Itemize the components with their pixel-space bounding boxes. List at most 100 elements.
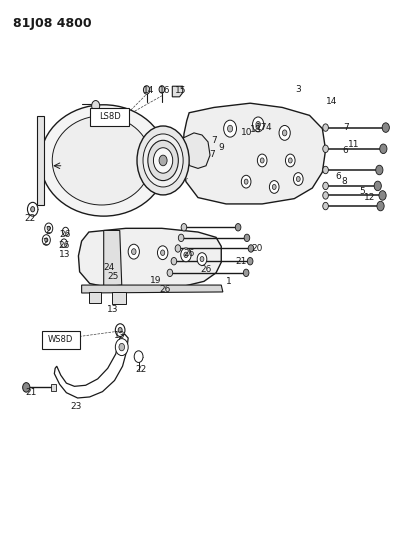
Circle shape xyxy=(92,101,100,111)
Text: 1: 1 xyxy=(226,277,232,286)
Circle shape xyxy=(132,249,136,255)
Circle shape xyxy=(323,182,328,190)
Circle shape xyxy=(288,158,292,163)
Circle shape xyxy=(323,145,328,152)
Text: 22: 22 xyxy=(135,365,147,374)
Circle shape xyxy=(269,181,279,193)
Circle shape xyxy=(31,207,35,212)
Circle shape xyxy=(143,86,150,94)
Text: 9: 9 xyxy=(219,143,224,152)
Circle shape xyxy=(128,244,139,259)
Circle shape xyxy=(45,223,53,233)
Circle shape xyxy=(27,203,38,216)
Text: 15: 15 xyxy=(175,86,186,95)
Text: 5: 5 xyxy=(360,187,365,196)
Text: 13: 13 xyxy=(114,331,126,340)
Circle shape xyxy=(323,192,328,199)
Text: 23: 23 xyxy=(70,402,81,411)
Polygon shape xyxy=(37,116,44,205)
Text: 14: 14 xyxy=(143,86,155,95)
Circle shape xyxy=(279,125,290,140)
Polygon shape xyxy=(89,292,101,303)
Bar xyxy=(51,384,56,391)
Text: 2: 2 xyxy=(43,238,48,247)
Circle shape xyxy=(256,122,261,127)
Circle shape xyxy=(47,226,50,230)
Polygon shape xyxy=(112,292,126,304)
Polygon shape xyxy=(82,285,223,293)
Text: 2: 2 xyxy=(45,227,51,236)
Circle shape xyxy=(137,126,189,195)
Circle shape xyxy=(379,191,386,200)
Text: 13: 13 xyxy=(59,251,71,260)
Text: 26: 26 xyxy=(59,230,70,239)
Circle shape xyxy=(143,134,183,187)
Text: 25: 25 xyxy=(107,271,119,280)
Circle shape xyxy=(161,250,165,255)
Circle shape xyxy=(376,165,383,175)
Circle shape xyxy=(297,176,300,182)
Circle shape xyxy=(252,117,264,132)
Polygon shape xyxy=(78,228,221,289)
Text: 7: 7 xyxy=(343,123,349,132)
Circle shape xyxy=(178,234,184,241)
Circle shape xyxy=(175,245,181,252)
Circle shape xyxy=(134,351,143,362)
Circle shape xyxy=(244,179,248,184)
Circle shape xyxy=(323,124,328,131)
Circle shape xyxy=(158,246,168,260)
Polygon shape xyxy=(55,334,128,398)
Circle shape xyxy=(257,154,267,167)
Circle shape xyxy=(115,324,125,336)
Polygon shape xyxy=(183,133,210,168)
Text: 8: 8 xyxy=(341,177,347,186)
Text: 3: 3 xyxy=(295,85,301,94)
FancyBboxPatch shape xyxy=(42,330,80,349)
Circle shape xyxy=(45,238,48,242)
Circle shape xyxy=(61,239,67,247)
Circle shape xyxy=(282,130,287,136)
Circle shape xyxy=(171,257,177,265)
Text: 6: 6 xyxy=(343,147,349,156)
Text: 20: 20 xyxy=(252,244,263,253)
Text: 14: 14 xyxy=(326,96,337,106)
Circle shape xyxy=(148,140,178,181)
Text: 24: 24 xyxy=(103,263,115,272)
Circle shape xyxy=(181,223,187,231)
Circle shape xyxy=(323,203,328,210)
Circle shape xyxy=(62,227,69,236)
Ellipse shape xyxy=(52,116,151,205)
Circle shape xyxy=(115,338,128,356)
Circle shape xyxy=(167,269,173,277)
Text: 22: 22 xyxy=(25,214,36,223)
Polygon shape xyxy=(183,103,326,204)
Circle shape xyxy=(377,201,384,211)
Polygon shape xyxy=(104,230,122,287)
Circle shape xyxy=(119,343,124,351)
Circle shape xyxy=(197,253,207,265)
Text: 7: 7 xyxy=(210,150,215,159)
Circle shape xyxy=(374,181,381,191)
Circle shape xyxy=(23,383,30,392)
Circle shape xyxy=(200,256,204,262)
Text: 19: 19 xyxy=(150,276,161,285)
Text: 26: 26 xyxy=(183,249,195,259)
Text: 16: 16 xyxy=(159,86,171,95)
Circle shape xyxy=(235,223,241,231)
Circle shape xyxy=(286,154,295,167)
Text: 18: 18 xyxy=(250,125,261,134)
Text: 6: 6 xyxy=(336,172,341,181)
Circle shape xyxy=(260,158,264,163)
Circle shape xyxy=(224,120,236,137)
Text: 21: 21 xyxy=(236,257,247,265)
Circle shape xyxy=(42,235,50,245)
Circle shape xyxy=(272,184,276,190)
Circle shape xyxy=(184,252,188,257)
Text: 81J08 4800: 81J08 4800 xyxy=(13,17,92,30)
Text: WS8D: WS8D xyxy=(48,335,74,344)
Text: LS8D: LS8D xyxy=(99,112,120,122)
Circle shape xyxy=(241,175,251,188)
Text: 26: 26 xyxy=(160,285,171,294)
Text: 21: 21 xyxy=(25,388,37,397)
Circle shape xyxy=(382,123,389,132)
